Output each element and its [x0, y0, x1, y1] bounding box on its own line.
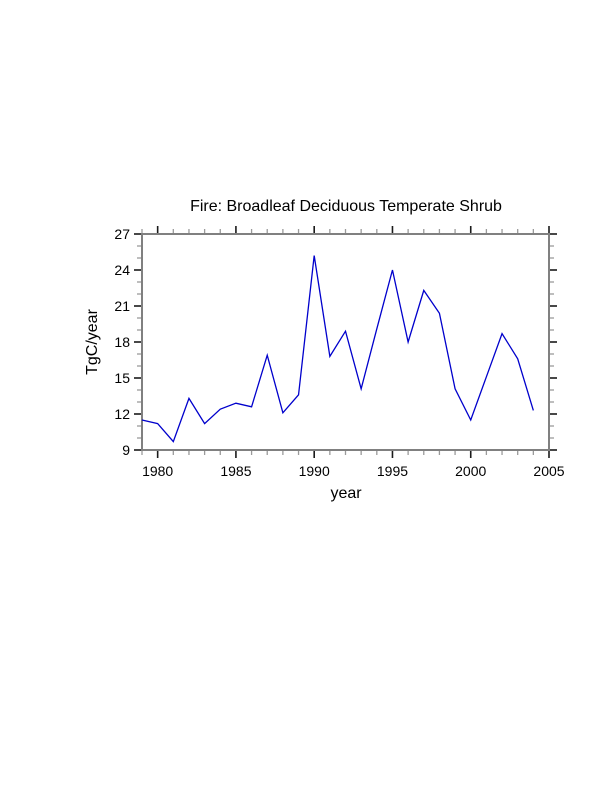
y-axis-label: TgC/year [84, 308, 101, 374]
y-tick-label: 27 [114, 226, 130, 242]
data-series [141, 255, 534, 443]
x-tick-label: 1995 [377, 463, 408, 479]
axis-ticks [134, 226, 557, 458]
y-tick-label: 21 [114, 298, 130, 314]
y-tick-label: 9 [122, 442, 130, 458]
x-tick-label: 1980 [142, 463, 173, 479]
y-tick-label: 18 [114, 334, 130, 350]
plot-border [141, 233, 550, 451]
x-tick-label: 2005 [533, 463, 564, 479]
x-axis-label: year [330, 485, 362, 502]
chart-title: Fire: Broadleaf Deciduous Temperate Shru… [190, 198, 502, 215]
y-tick-label: 12 [114, 406, 130, 422]
y-tick-label: 15 [114, 370, 130, 386]
x-tick-label: 2000 [455, 463, 486, 479]
tick-labels: 1980 1985 1990 1995 2000 2005 9 12 15 18 21 24 27 [114, 226, 564, 479]
x-tick-label: 1990 [299, 463, 330, 479]
y-tick-label: 24 [114, 262, 130, 278]
x-tick-label: 1985 [220, 463, 251, 479]
fire-emissions-line [141, 255, 534, 443]
plot-frame [141, 233, 550, 451]
